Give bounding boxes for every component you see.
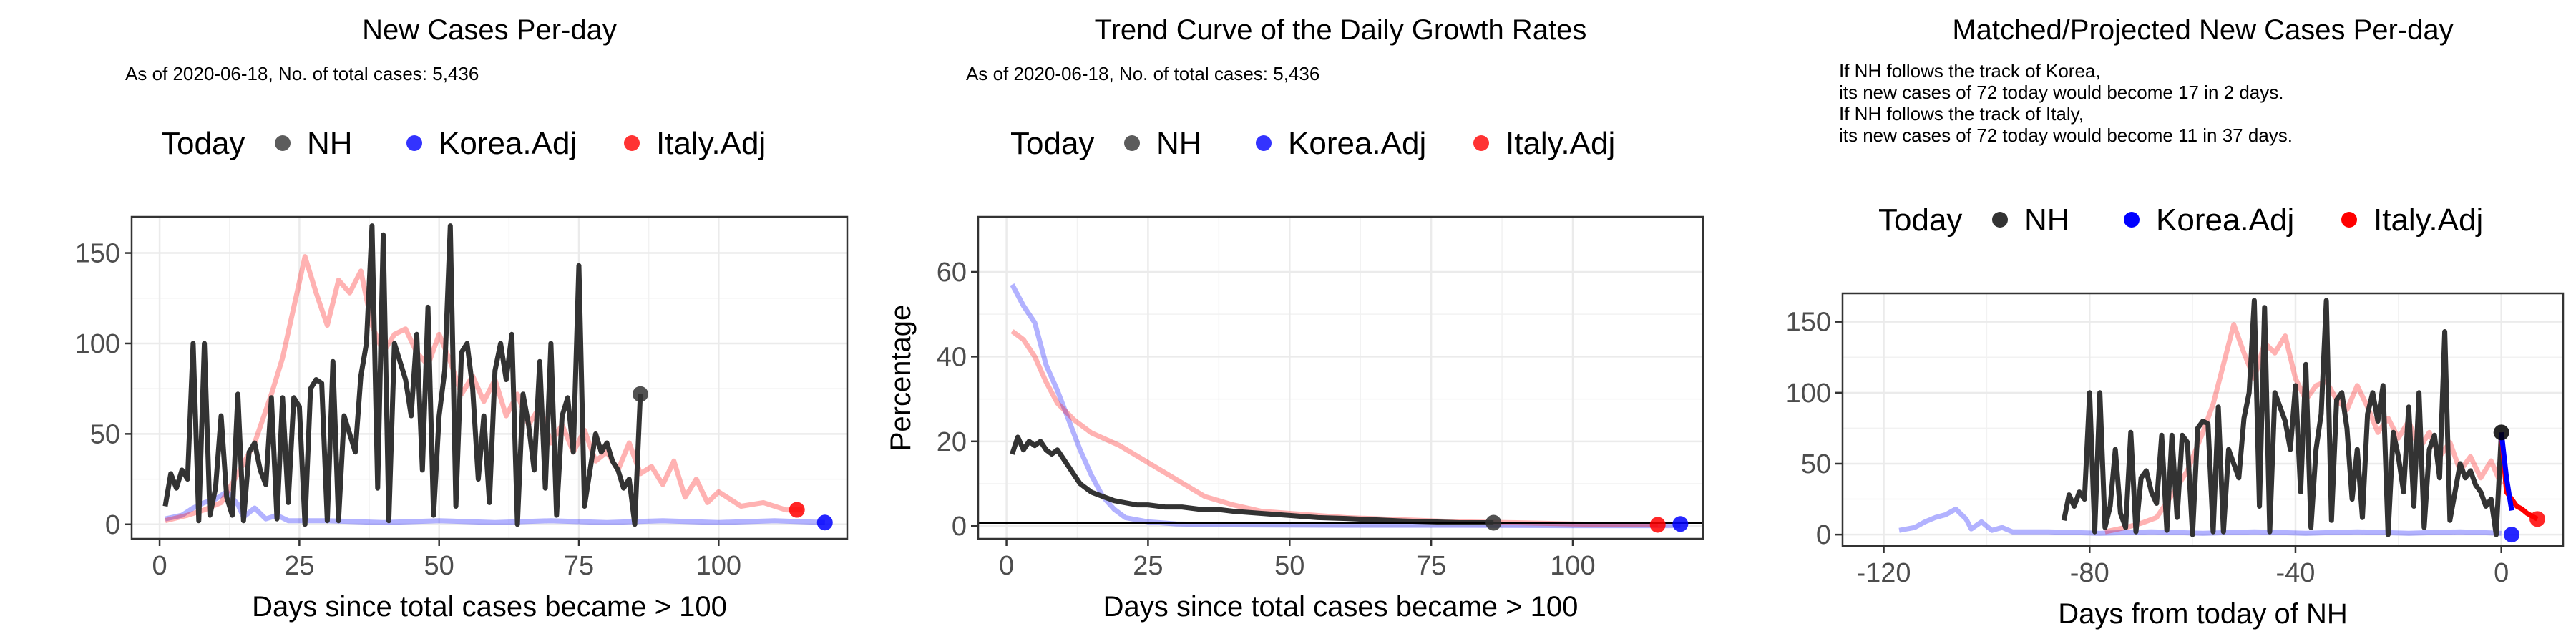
today-point-nh: [1485, 514, 1502, 531]
plot-area: [978, 217, 1703, 539]
y-tick-label: 0: [1816, 520, 1831, 550]
legend-label: Italy.Adj: [2373, 203, 2483, 238]
x-tick-label: 75: [1416, 551, 1446, 581]
chart-subtitle: If NH follows the track of Korea,: [1839, 60, 2101, 82]
x-tick-label: 25: [1133, 551, 1163, 581]
chart-panel-1: New Cases Per-day As of 2020-06-18, No. o…: [75, 14, 849, 623]
x-axis: 0 25 50 75 100: [999, 539, 1596, 581]
today-point-korea-adj: [1672, 516, 1689, 532]
legend-key-2: [1256, 135, 1272, 151]
legend-label: Italy.Adj: [656, 126, 766, 161]
y-tick-label: 0: [105, 510, 120, 540]
legend-key-2: [406, 135, 422, 151]
today-point-italy-adj: [2529, 511, 2546, 527]
y-tick-label: 50: [90, 419, 120, 449]
today-point-italy-adj: [789, 502, 805, 518]
chart-subtitle: its new cases of 72 today would become 1…: [1839, 125, 2293, 146]
legend: Today NH Korea.Adj Italy.Adj: [161, 126, 766, 161]
x-axis: 0 25 50 75 100: [152, 539, 741, 581]
chart-panel-3: Matched/Projected New Cases Per-day If NH…: [1786, 14, 2565, 630]
legend-label: NH: [307, 126, 353, 161]
chart-title: Trend Curve of the Daily Growth Rates: [1095, 14, 1587, 46]
chart-subtitle: As of 2020-06-18, No. of total cases: 5,…: [966, 63, 1319, 84]
series-line-korea-adj: [1898, 506, 2502, 536]
x-tick-label: 50: [424, 551, 454, 581]
y-tick-label: 40: [937, 342, 967, 372]
y-tick-label: 60: [937, 258, 967, 288]
legend: Today NH Korea.Adj Italy.Adj: [1878, 203, 2483, 238]
x-tick-label: -80: [2070, 558, 2109, 588]
legend-key-1: [1124, 135, 1140, 151]
chart-subtitle: As of 2020-06-18, No. of total cases: 5,…: [125, 63, 479, 84]
x-axis: -120 -80 -40 0: [1857, 546, 2509, 588]
grid: [132, 217, 847, 539]
y-tick-label: 50: [1801, 449, 1831, 479]
legend-key-3: [1473, 135, 1489, 151]
series-line-korea-adj-projected: [2499, 431, 2514, 511]
today-point-italy-adj: [1649, 517, 1666, 533]
x-tick-label: 100: [696, 551, 741, 581]
series-line-nh: [1010, 434, 1494, 525]
legend-key-3: [2341, 212, 2357, 228]
chart-title: Matched/Projected New Cases Per-day: [1952, 14, 2453, 46]
x-tick-label: 0: [999, 551, 1014, 581]
chart-panel-2: Trend Curve of the Daily Growth Rates As …: [885, 14, 1704, 623]
legend-title: Today: [1878, 203, 1962, 238]
y-tick-label: 20: [937, 427, 967, 457]
series-lines: [162, 223, 825, 527]
y-axis-label: Percentage: [885, 305, 917, 452]
chart-subtitle: If NH follows the track of Italy,: [1839, 103, 2084, 125]
today-point-korea-adj: [816, 514, 833, 531]
x-tick-label: 100: [1550, 551, 1595, 581]
legend-label: NH: [2024, 203, 2070, 238]
legend-title: Today: [1010, 126, 1094, 161]
x-axis-label: Days since total cases became > 100: [252, 591, 727, 623]
today-point-nh: [2493, 424, 2509, 441]
series-line-nh: [2061, 298, 2504, 537]
y-axis: 0 50 100 150: [75, 239, 132, 540]
today-point-nh: [632, 386, 648, 402]
today-point-korea-adj: [2504, 527, 2520, 543]
x-tick-label: 75: [564, 551, 594, 581]
y-tick-label: 100: [75, 329, 120, 359]
legend-label: NH: [1156, 126, 1202, 161]
y-tick-label: 100: [1786, 379, 1831, 409]
panel-border: [130, 215, 849, 540]
x-tick-label: -40: [2276, 558, 2316, 588]
y-axis: 0 20 40 60: [937, 258, 978, 542]
series-line-italy-adj: [165, 254, 803, 524]
legend: Today NH Korea.Adj Italy.Adj: [1010, 126, 1615, 161]
x-axis-label: Days since total cases became > 100: [1103, 591, 1579, 623]
y-tick-label: 150: [75, 239, 120, 269]
y-tick-label: 150: [1786, 308, 1831, 338]
legend-key-3: [624, 135, 640, 151]
legend-title: Today: [161, 126, 245, 161]
panel-border: [1841, 292, 2565, 547]
x-tick-label: 0: [2494, 558, 2509, 588]
series-line-korea-adj: [1010, 283, 1681, 529]
panel-border: [977, 215, 1704, 540]
y-axis: 0 50 100 150: [1786, 308, 1843, 550]
grid: [978, 217, 1703, 539]
chart-subtitle: its new cases of 72 today would become 1…: [1839, 82, 2283, 103]
legend-key-1: [275, 135, 291, 151]
series-lines: [1898, 298, 2539, 537]
legend-label: Korea.Adj: [1288, 126, 1426, 161]
legend-key-2: [2124, 212, 2140, 228]
y-tick-label: 0: [952, 512, 967, 542]
x-tick-label: 50: [1274, 551, 1304, 581]
x-tick-label: 0: [152, 551, 167, 581]
x-tick-label: -120: [1857, 558, 1911, 588]
series-line-nh: [162, 223, 643, 527]
legend-label: Korea.Adj: [439, 126, 577, 161]
legend-label: Korea.Adj: [2156, 203, 2294, 238]
legend-key-1: [1992, 212, 2008, 228]
x-axis-label: Days from today of NH: [2058, 598, 2348, 630]
chart-title: New Cases Per-day: [362, 14, 617, 46]
x-tick-label: 25: [284, 551, 314, 581]
legend-label: Italy.Adj: [1506, 126, 1615, 161]
